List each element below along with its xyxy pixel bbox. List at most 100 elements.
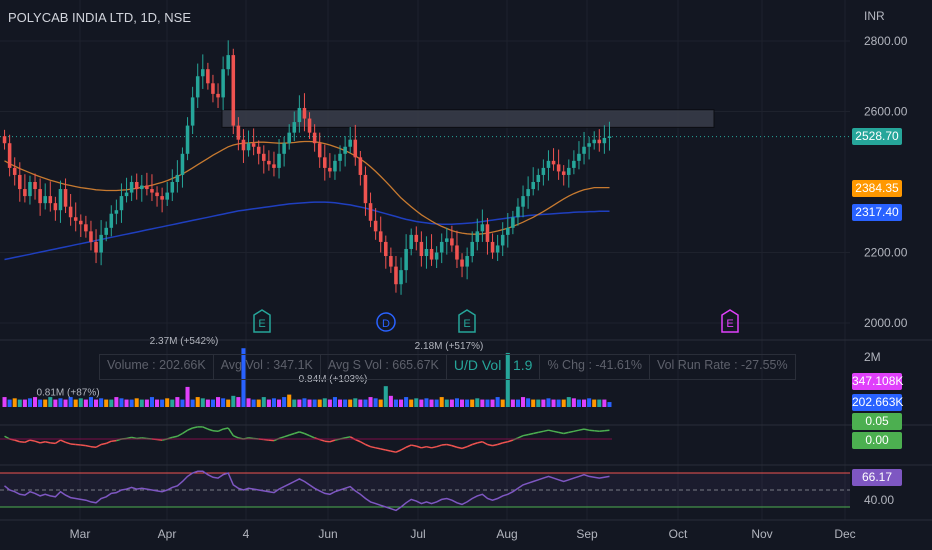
volume-tag-avg: 347.108K	[852, 373, 904, 390]
oscillator-segment	[538, 430, 544, 434]
volume-bar	[561, 399, 566, 407]
candle-body	[302, 107, 307, 119]
volume-bar	[338, 399, 343, 407]
candle-body	[602, 137, 607, 144]
candle-body	[363, 174, 368, 204]
volume-bar	[88, 397, 93, 407]
volume-bar	[109, 399, 114, 407]
oscillator-segment	[487, 443, 493, 447]
volume-bar	[256, 399, 261, 407]
volume-annotation: 2.37M (+542%)	[150, 336, 219, 347]
candle-body	[485, 224, 490, 242]
candle-body	[567, 167, 571, 175]
candle-body	[526, 189, 530, 197]
candle-body	[165, 192, 169, 200]
candle-body	[551, 160, 556, 165]
price-tick-label: 2600.00	[864, 105, 908, 119]
oscillator-segment	[50, 442, 56, 445]
candle-body	[68, 206, 73, 218]
candle-body	[12, 167, 17, 175]
volume-axis-label: 2M	[864, 350, 881, 364]
volume-stats-box: Volume : 202.66K Avg Vol : 347.1K Avg S …	[99, 354, 796, 380]
candle-body	[455, 245, 459, 260]
oscillator-segment	[54, 439, 61, 445]
volume-bar	[566, 397, 571, 407]
candle-body	[348, 139, 352, 147]
volume-bar	[216, 397, 221, 407]
oscillator-segment	[461, 445, 468, 450]
oscillator-segment	[471, 442, 478, 446]
time-tick-label: Apr	[158, 527, 177, 541]
candle-body	[475, 231, 480, 242]
oscillator-segment	[558, 431, 564, 435]
candle-body	[201, 69, 205, 77]
oscillator-segment	[502, 441, 508, 444]
candle-body	[221, 69, 225, 98]
candle-body	[155, 192, 159, 197]
stat-avg-s-vol: Avg S Vol : 665.67K	[321, 355, 447, 379]
candle-body	[577, 153, 581, 161]
candle-body	[241, 139, 246, 151]
volume-bar	[602, 399, 607, 407]
volume-bar	[53, 399, 58, 407]
osc-tag-zero: 0.00	[852, 432, 902, 449]
volume-bar	[119, 398, 124, 407]
candle-body	[561, 171, 566, 175]
oscillator-segment	[34, 440, 41, 444]
volume-bar	[526, 398, 531, 407]
volume-bar	[246, 398, 251, 407]
candle-body	[43, 196, 47, 204]
volume-bar	[12, 398, 17, 407]
time-tick-label: Oct	[669, 527, 688, 541]
candle-body	[495, 245, 500, 253]
volume-bar	[144, 399, 149, 407]
oscillator-segment	[319, 438, 326, 442]
currency-label: INR	[864, 9, 885, 23]
time-tick-label: Aug	[496, 527, 517, 541]
volume-bar	[22, 399, 27, 407]
volume-bar	[373, 398, 378, 407]
oscillator-segment	[589, 429, 595, 432]
volume-bar	[531, 399, 536, 407]
candle-body	[170, 182, 175, 193]
candle-body	[211, 83, 215, 94]
oscillator-segment	[395, 449, 402, 453]
event-marker-label: E	[463, 318, 470, 330]
candle-body	[404, 248, 408, 271]
candle-body	[536, 174, 541, 182]
volume-bar	[429, 399, 434, 407]
volume-bar	[348, 399, 353, 407]
candle-body	[53, 203, 58, 211]
volume-bar	[510, 399, 515, 407]
oscillator-segment	[578, 428, 585, 431]
volume-bar	[195, 397, 200, 407]
volume-bar	[363, 399, 368, 407]
osc-tag-value: 0.05	[852, 413, 902, 430]
event-marker-shape	[721, 309, 739, 333]
ma-blue-line	[4, 201, 610, 261]
candle-body	[434, 252, 439, 260]
oscillator-segment	[85, 444, 92, 448]
volume-bar	[221, 398, 226, 407]
time-tick-label: Jul	[410, 527, 425, 541]
chart-title: POLYCAB INDIA LTD, 1D, NSE	[8, 10, 192, 25]
volume-bar	[297, 399, 302, 407]
candle-body	[114, 210, 119, 214]
event-marker: E	[253, 309, 271, 333]
volume-bar	[480, 399, 485, 407]
volume-bar	[236, 397, 241, 407]
oscillator-segment	[212, 430, 219, 433]
volume-annotation: 0.81M (+87%)	[36, 388, 99, 399]
price-tick-label: 2200.00	[864, 246, 908, 260]
oscillator-segment	[527, 432, 534, 436]
volume-bar	[317, 399, 322, 407]
candle-body	[124, 192, 129, 197]
oscillator-segment	[70, 443, 76, 446]
volume-bar	[180, 399, 185, 407]
candle-body	[516, 206, 520, 218]
volume-bar	[38, 399, 43, 407]
candle-body	[419, 241, 424, 257]
volume-bar	[7, 399, 12, 407]
candle-body	[79, 220, 83, 225]
